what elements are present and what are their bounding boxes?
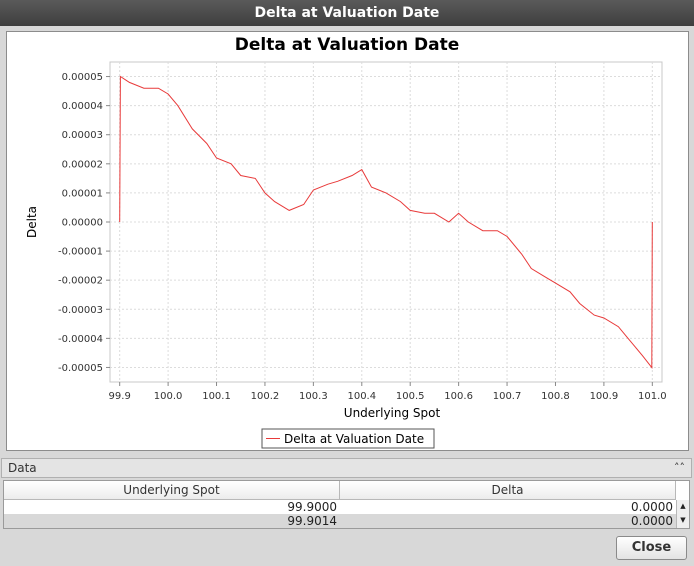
data-panel-title: Data (8, 461, 37, 475)
x-tick-label: 100.3 (299, 391, 328, 402)
scroll-down-icon[interactable]: ▼ (680, 516, 686, 524)
y-tick-label: -0.00004 (58, 334, 103, 345)
x-tick-label: 100.0 (154, 391, 183, 402)
chart-panel: Delta at Valuation Date 99.9 100.0 100.1 10… (6, 31, 689, 451)
legend-label: Delta at Valuation Date (284, 432, 424, 446)
table-cell: 99.9014 (287, 514, 337, 528)
data-panel-header[interactable]: Data ˄˄ (1, 458, 692, 478)
x-tick-label: 100.9 (590, 391, 619, 402)
table-scrollbar[interactable]: ▲ ▼ (676, 500, 689, 528)
y-tick-label: -0.00001 (58, 247, 103, 258)
y-tick-label: 0.00005 (62, 72, 103, 83)
y-tick-label: 0.00004 (62, 101, 103, 112)
y-tick-label: 0.00001 (62, 188, 103, 199)
x-axis-label: Underlying Spot (344, 406, 441, 420)
table-cell: 0.0000 (631, 500, 673, 514)
chart-title: Delta at Valuation Date (235, 35, 460, 55)
y-tick-label: -0.00003 (58, 305, 103, 316)
y-tick-label: 0.00003 (62, 130, 103, 141)
x-tick-label: 100.1 (202, 391, 231, 402)
x-tick-label: 100.6 (444, 391, 473, 402)
column-header-underlying-spot[interactable]: Underlying Spot (4, 481, 340, 500)
column-header-delta[interactable]: Delta (340, 481, 676, 500)
double-chevron-up-icon[interactable]: ˄˄ (674, 461, 685, 474)
y-tick-label: 0.00000 (62, 218, 103, 229)
series-line (119, 75, 653, 369)
window-title: Delta at Valuation Date (0, 0, 694, 26)
data-table[interactable]: Underlying Spot Delta 99.9000 0.0000 99.… (3, 480, 690, 529)
x-tick-label: 100.5 (396, 391, 425, 402)
x-tick-label: 100.7 (493, 391, 522, 402)
table-row[interactable]: 99.9014 0.0000 (4, 514, 676, 528)
y-tick-label: -0.00002 (58, 276, 103, 287)
x-tick-label: 100.2 (251, 391, 280, 402)
y-axis-label: Delta (25, 206, 39, 238)
delta-chart: Delta at Valuation Date 99.9 100.0 100.1 10… (25, 35, 667, 449)
chart-legend: Delta at Valuation Date (261, 428, 435, 449)
scroll-up-icon[interactable]: ▲ (680, 502, 686, 510)
y-tick-label: -0.00005 (58, 363, 103, 374)
table-cell: 99.9000 (287, 500, 337, 514)
close-button[interactable]: Close (616, 536, 687, 560)
y-tick-label: 0.00002 (62, 159, 103, 170)
x-tick-label: 100.8 (541, 391, 570, 402)
table-row[interactable]: 99.9000 0.0000 (4, 500, 676, 514)
x-tick-label: 100.4 (347, 391, 376, 402)
table-cell: 0.0000 (631, 514, 673, 528)
x-tick-label: 99.9 (109, 391, 131, 402)
x-tick-label: 101.0 (638, 391, 667, 402)
